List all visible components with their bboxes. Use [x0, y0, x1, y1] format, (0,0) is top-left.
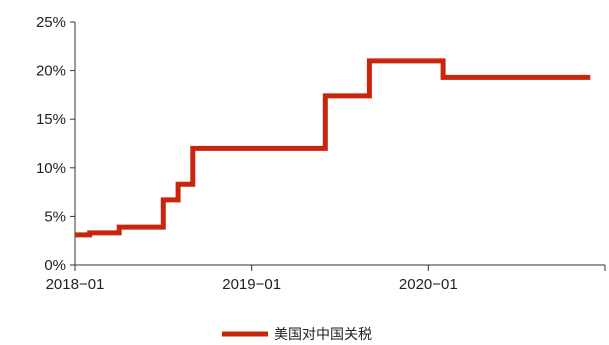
x-tick-label: 2018−01	[46, 276, 105, 293]
axes: 0% 5% 10% 15% 20% 25% 2018−01 2019−01 2020−01	[36, 14, 606, 293]
x-tick-label: 2020−01	[399, 276, 458, 293]
y-tick-label: 10%	[36, 160, 66, 177]
legend: 美国对中国关税	[222, 327, 372, 343]
x-tick-label: 2019−01	[222, 276, 281, 293]
y-tick-label: 15%	[36, 111, 66, 128]
y-tick-label: 25%	[36, 14, 66, 31]
y-tick-label: 5%	[44, 208, 66, 225]
legend-label: 美国对中国关税	[274, 327, 372, 343]
series-layer	[75, 58, 591, 238]
y-tick-label: 0%	[44, 257, 66, 274]
series-line	[75, 58, 591, 238]
y-tick-label: 20%	[36, 63, 66, 80]
